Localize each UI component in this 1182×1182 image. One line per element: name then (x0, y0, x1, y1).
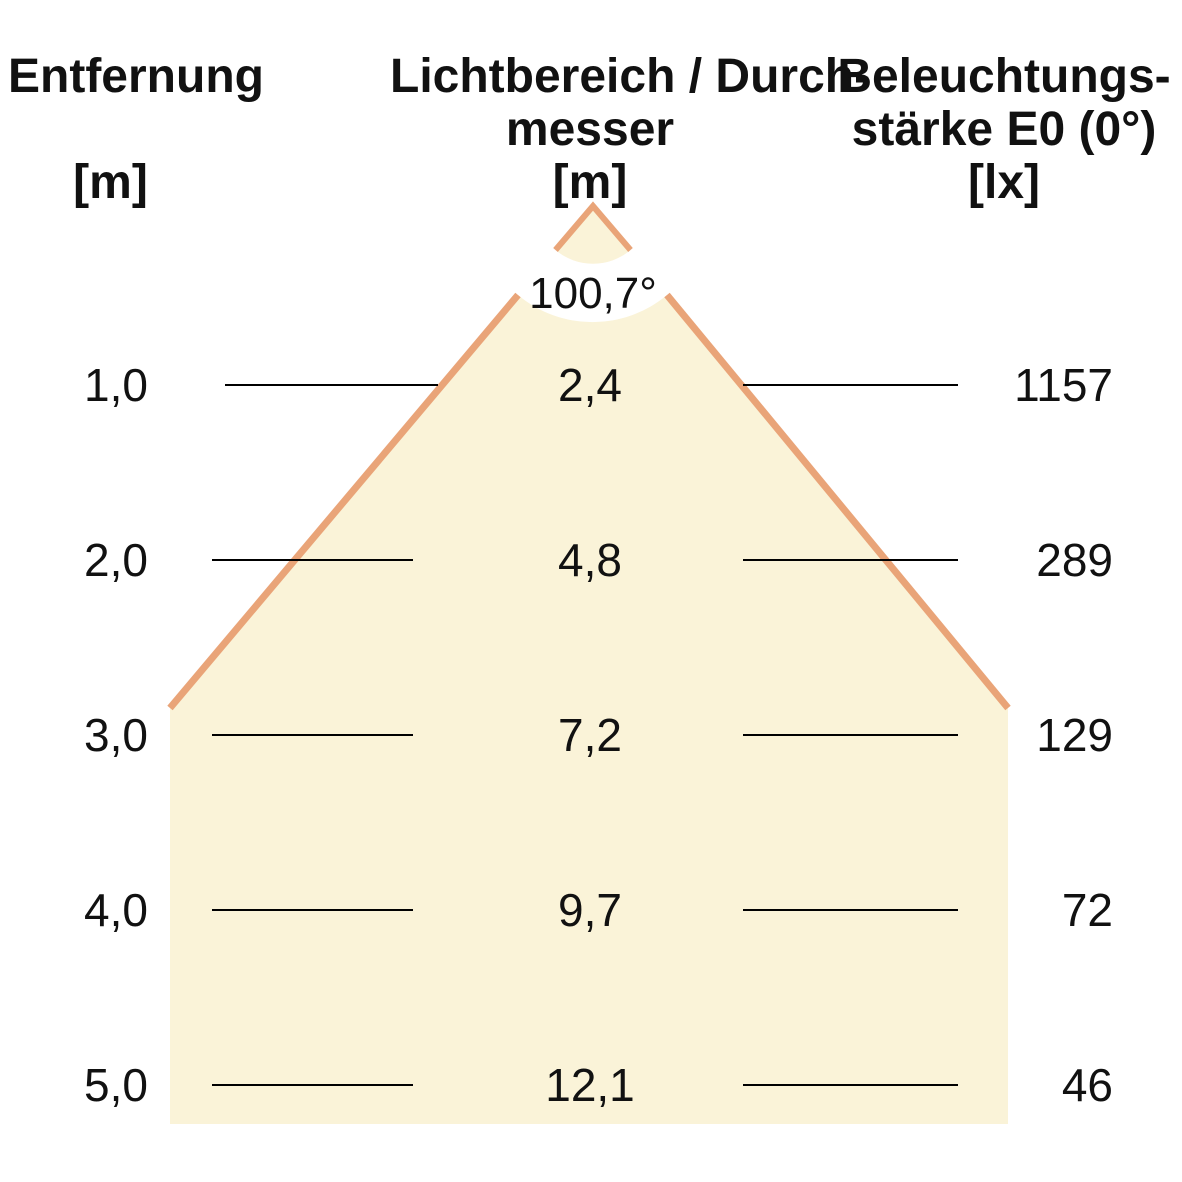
row-illuminance-value: 289 (1036, 534, 1113, 586)
row-illuminance-value: 129 (1036, 709, 1113, 761)
row-line-right (743, 909, 958, 911)
row-illuminance-value: 1157 (1014, 359, 1113, 411)
beam-angle-label: 100,7° (529, 269, 657, 318)
row-line-left (212, 559, 413, 561)
row-distance-value: 5,0 (84, 1059, 148, 1111)
cone-left-edge (167, 292, 521, 711)
cone-right-edge (664, 292, 1011, 711)
row-diameter-value: 7,2 (558, 709, 622, 761)
row-line-right (743, 559, 958, 561)
column-header-diameter: Lichtbereich / Durch- messer [m] (390, 50, 871, 209)
header-unit: [m] (73, 156, 148, 209)
row-line-left (212, 1084, 413, 1086)
row-diameter-value: 2,4 (558, 359, 622, 411)
header-title: Lichtbereich / Durch- (390, 50, 871, 103)
row-line-right (743, 384, 958, 386)
row-line-left (212, 909, 413, 911)
header-unit: [m] (552, 156, 628, 209)
row-line-left (225, 384, 438, 386)
row-line-right (743, 1084, 958, 1086)
column-header-illuminance: Beleuchtungs- stärke E0 (0°) [lx] (828, 50, 1180, 209)
row-illuminance-value: 46 (1061, 1059, 1113, 1111)
header-title: Entfernung (8, 50, 264, 103)
row-distance-value: 4,0 (84, 884, 148, 936)
row-diameter-value: 9,7 (558, 884, 622, 936)
cone-fill (170, 295, 1008, 1124)
header-title-line2: stärke E0 (0°) (851, 103, 1157, 156)
cone-apex-sector (555, 206, 631, 264)
header-title-line2 (8, 103, 213, 156)
header-unit: [lx] (968, 156, 1040, 209)
row-diameter-value: 4,8 (558, 534, 622, 586)
row-distance-value: 3,0 (84, 709, 148, 761)
column-header-distance: Entfernung [m] (8, 50, 264, 209)
row-line-left (212, 734, 413, 736)
cone-apex-edge (553, 201, 633, 252)
row-line-right (743, 734, 958, 736)
row-diameter-value: 12,1 (545, 1059, 635, 1111)
header-title: Beleuchtungs- (837, 50, 1171, 103)
row-distance-value: 2,0 (84, 534, 148, 586)
row-distance-value: 1,0 (84, 359, 148, 411)
row-illuminance-value: 72 (1061, 884, 1113, 936)
header-title-line2: messer (505, 103, 675, 156)
